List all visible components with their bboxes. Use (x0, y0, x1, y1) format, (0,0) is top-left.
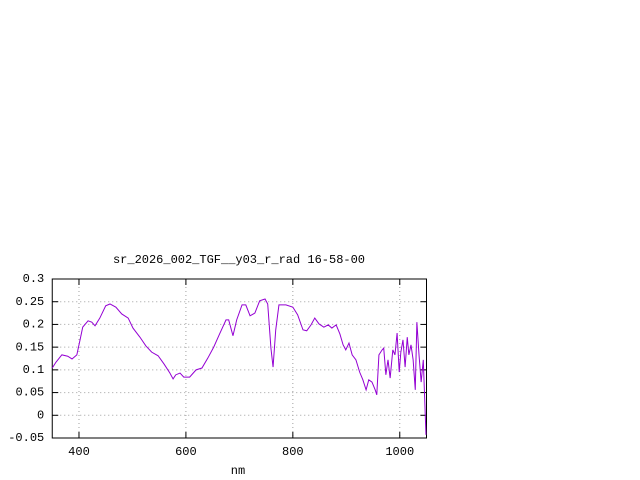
x-tick-label: 800 (282, 445, 304, 459)
y-tick-label: 0.15 (15, 340, 44, 354)
y-tick-label: -0.05 (8, 431, 44, 445)
y-tick-label: 0.1 (23, 363, 45, 377)
y-tick-label: 0.3 (23, 272, 45, 286)
x-tick-label: 600 (175, 445, 197, 459)
data-line (51, 298, 427, 435)
chart-title: sr_2026_002_TGF__y03_r_rad 16-58-00 (113, 253, 365, 267)
x-tick-label: 1000 (385, 445, 414, 459)
x-axis-label: nm (231, 464, 245, 478)
y-tick-label: 0.05 (15, 386, 44, 400)
y-tick-label: 0.25 (15, 295, 44, 309)
plot-border (51, 278, 427, 439)
y-tick-label: 0.2 (23, 318, 45, 332)
x-tick-label: 400 (68, 445, 90, 459)
y-tick-label: 0 (37, 408, 44, 422)
